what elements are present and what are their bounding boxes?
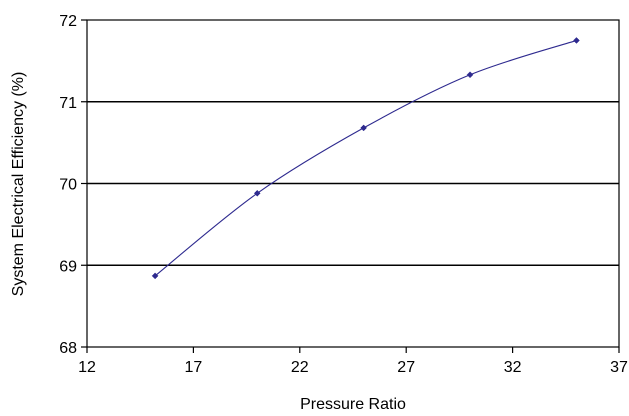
y-tick-label-70: 70 (59, 177, 77, 194)
x-tick-labels: 12 17 22 27 32 37 (78, 359, 628, 376)
y-axis-title: System Electrical Efficiency (%) (10, 72, 27, 297)
data-point-20 (253, 189, 261, 197)
x-tick-label-17: 17 (185, 359, 203, 376)
axes (81, 19, 620, 353)
data-point-25 (360, 124, 367, 132)
y-tick-label-69: 69 (59, 258, 77, 275)
gridlines (87, 100, 619, 267)
y-tick-label-72: 72 (59, 13, 77, 30)
x-tick-label-27: 27 (397, 359, 415, 376)
y-tick-label-71: 71 (59, 95, 77, 112)
series-group (151, 37, 580, 280)
x-tick-label-32: 32 (504, 359, 522, 376)
x-tick-label-22: 22 (291, 359, 309, 376)
x-tick-label-12: 12 (78, 359, 96, 376)
x-axis-title: Pressure Ratio (300, 396, 406, 413)
y-tick-label-68: 68 (59, 340, 77, 357)
data-point-35 (573, 37, 580, 44)
data-point-15.2 (151, 272, 159, 280)
x-tick-label-37: 37 (610, 359, 628, 376)
data-point-30 (466, 71, 474, 79)
y-tick-labels: 68 69 70 71 72 (59, 13, 77, 357)
